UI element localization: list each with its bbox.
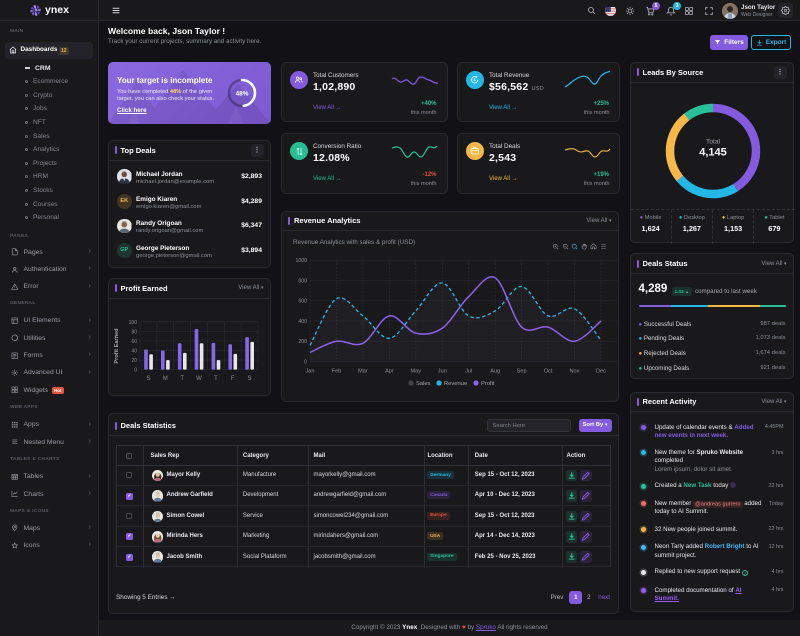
svg-text:Oct: Oct	[544, 369, 553, 375]
svg-text:80: 80	[131, 329, 137, 335]
svg-text:1000: 1000	[295, 258, 307, 264]
svg-text:60: 60	[131, 339, 137, 345]
svg-text:600: 600	[298, 299, 307, 305]
svg-text:Total: Total	[706, 139, 720, 146]
svg-text:Feb: Feb	[332, 369, 342, 375]
svg-text:Profit: Profit	[481, 381, 495, 387]
svg-text:S: S	[248, 376, 252, 382]
svg-text:May: May	[411, 369, 422, 375]
svg-text:4,145: 4,145	[699, 147, 727, 159]
svg-text:W: W	[196, 376, 202, 382]
svg-text:Sep: Sep	[517, 369, 527, 375]
svg-text:T: T	[214, 376, 218, 382]
svg-text:Aug: Aug	[490, 369, 500, 375]
svg-text:$: $	[474, 78, 477, 82]
svg-text:M: M	[163, 376, 168, 382]
svg-text:Profit Earned: Profit Earned	[114, 328, 120, 364]
svg-text:F: F	[231, 376, 235, 382]
svg-text:400: 400	[298, 319, 307, 325]
svg-text:Nov: Nov	[570, 369, 580, 375]
svg-text:40: 40	[131, 349, 137, 355]
svg-text:Jul: Jul	[465, 369, 472, 375]
svg-text:48%: 48%	[236, 90, 249, 97]
svg-text:Jun: Jun	[438, 369, 447, 375]
svg-text:20: 20	[131, 358, 137, 364]
svg-text:Dec: Dec	[596, 369, 606, 375]
svg-text:Sales: Sales	[416, 381, 431, 387]
svg-text:800: 800	[298, 278, 307, 284]
svg-text:Mar: Mar	[358, 369, 368, 375]
svg-text:0: 0	[304, 360, 307, 366]
svg-text:Jan: Jan	[305, 369, 314, 375]
svg-text:S: S	[146, 376, 150, 382]
svg-text:100: 100	[129, 320, 138, 326]
svg-text:Apr: Apr	[385, 369, 394, 375]
svg-text:200: 200	[298, 339, 307, 345]
svg-text:Revenue: Revenue	[444, 381, 467, 387]
svg-text:0: 0	[134, 368, 137, 374]
svg-text:T: T	[180, 376, 184, 382]
